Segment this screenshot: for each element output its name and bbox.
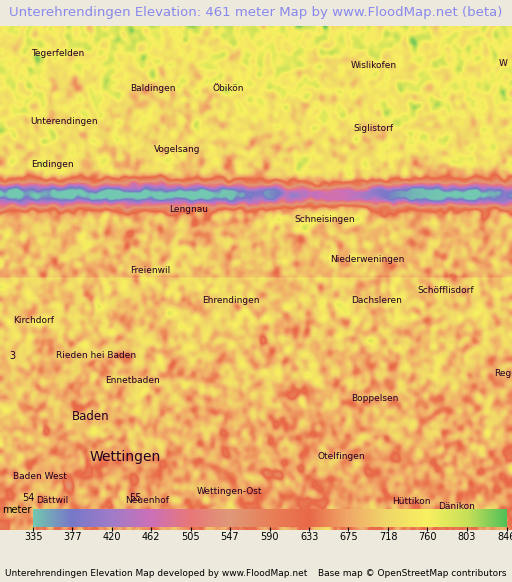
Text: Lengnau: Lengnau <box>169 205 208 214</box>
Text: Hüttikon: Hüttikon <box>392 498 430 506</box>
Text: Unterendingen: Unterendingen <box>31 117 98 126</box>
Text: Schneisingen: Schneisingen <box>294 215 355 224</box>
Text: Endingen: Endingen <box>31 159 73 169</box>
Text: Neuenhof: Neuenhof <box>125 496 169 505</box>
Text: Freienwil: Freienwil <box>131 265 171 275</box>
Text: Unterehrendingen Elevation Map developed by www.FloodMap.net: Unterehrendingen Elevation Map developed… <box>5 569 308 578</box>
Text: Tegerfelden: Tegerfelden <box>31 49 84 58</box>
Text: Rege: Rege <box>494 369 512 378</box>
Text: Ehrendingen: Ehrendingen <box>202 296 260 305</box>
Text: 54: 54 <box>22 494 34 503</box>
Text: Wettingen: Wettingen <box>90 449 161 463</box>
Text: W: W <box>499 59 508 68</box>
Text: 56: 56 <box>232 510 244 520</box>
Text: Rieden hei Baden: Rieden hei Baden <box>56 351 136 360</box>
Text: Dachsleren: Dachsleren <box>351 296 401 305</box>
Text: Vogelsang: Vogelsang <box>154 144 200 154</box>
Text: Baden West: Baden West <box>13 472 67 481</box>
Text: Otelfingen: Otelfingen <box>317 452 365 461</box>
Text: Schöfflisdorf: Schöfflisdorf <box>417 286 474 294</box>
Text: meter: meter <box>3 505 32 516</box>
Text: Boppelsen: Boppelsen <box>351 394 398 403</box>
Text: Wislikofen: Wislikofen <box>351 62 397 70</box>
Text: Siglistorf: Siglistorf <box>353 125 393 133</box>
Text: Öbikön: Öbikön <box>212 84 244 93</box>
Text: Base map © OpenStreetMap contributors: Base map © OpenStreetMap contributors <box>318 569 507 578</box>
Text: Dättwil: Dättwil <box>36 496 68 505</box>
Text: Dänikon: Dänikon <box>438 502 475 512</box>
Text: 56: 56 <box>204 510 216 520</box>
Text: Ennetbaden: Ennetbaden <box>105 377 160 385</box>
Text: Niederweningen: Niederweningen <box>330 255 404 264</box>
Text: Unterehrendingen Elevation: 461 meter Map by www.FloodMap.net (beta): Unterehrendingen Elevation: 461 meter Ma… <box>9 6 503 19</box>
Text: Wettingen-Ost: Wettingen-Ost <box>197 487 263 496</box>
Text: 55: 55 <box>130 494 142 503</box>
Text: Baden: Baden <box>72 410 109 423</box>
Text: 3: 3 <box>10 351 16 361</box>
Text: Kirchdorf: Kirchdorf <box>13 316 54 325</box>
Text: B: B <box>499 513 505 521</box>
Text: Baldingen: Baldingen <box>131 84 176 93</box>
